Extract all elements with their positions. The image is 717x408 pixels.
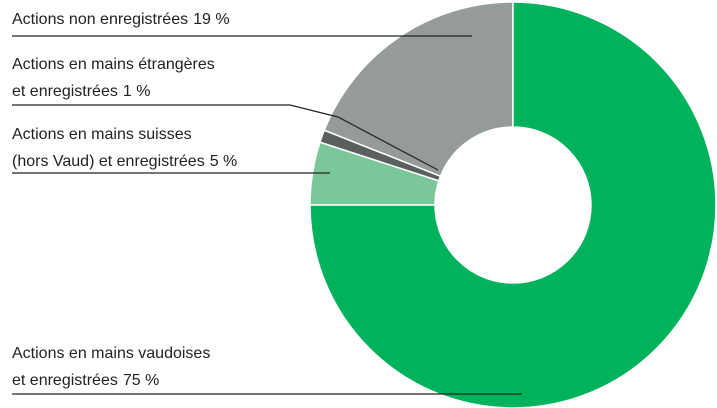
slice-label: Actions en mains étrangères bbox=[12, 56, 215, 73]
slice-label: Actions en mains vaudoises bbox=[12, 345, 210, 362]
label-text: et enregistrées bbox=[12, 372, 118, 389]
labels: Actions non enregistrées 19 % Actions en m… bbox=[12, 11, 237, 389]
donut bbox=[309, 1, 717, 408]
slice-label: Actions non enregistrées 19 % bbox=[12, 11, 230, 28]
label-text: Actions non enregistrées bbox=[12, 11, 188, 28]
donut-slice bbox=[323, 1, 514, 178]
label-text: Actions en mains suisses bbox=[12, 126, 192, 143]
value-label: 5 % bbox=[210, 153, 238, 170]
leader-line bbox=[12, 104, 439, 171]
label-text: Actions en mains étrangères bbox=[12, 56, 215, 73]
value-label: 19 % bbox=[193, 11, 229, 28]
label-text: Actions en mains vaudoises bbox=[12, 345, 210, 362]
value-label: 1 % bbox=[123, 83, 151, 100]
slice-label: (hors Vaud) et enregistrées 5 % bbox=[12, 153, 237, 170]
slice-label: et enregistrées 75 % bbox=[12, 372, 159, 389]
label-text: et enregistrées bbox=[12, 83, 118, 100]
donut-slice bbox=[309, 1, 717, 408]
label-text: (hors Vaud) et enregistrées bbox=[12, 153, 205, 170]
slice-label: Actions en mains suisses bbox=[12, 126, 192, 143]
slice-label: et enregistrées 1 % bbox=[12, 83, 150, 100]
value-label: 75 % bbox=[123, 372, 159, 389]
